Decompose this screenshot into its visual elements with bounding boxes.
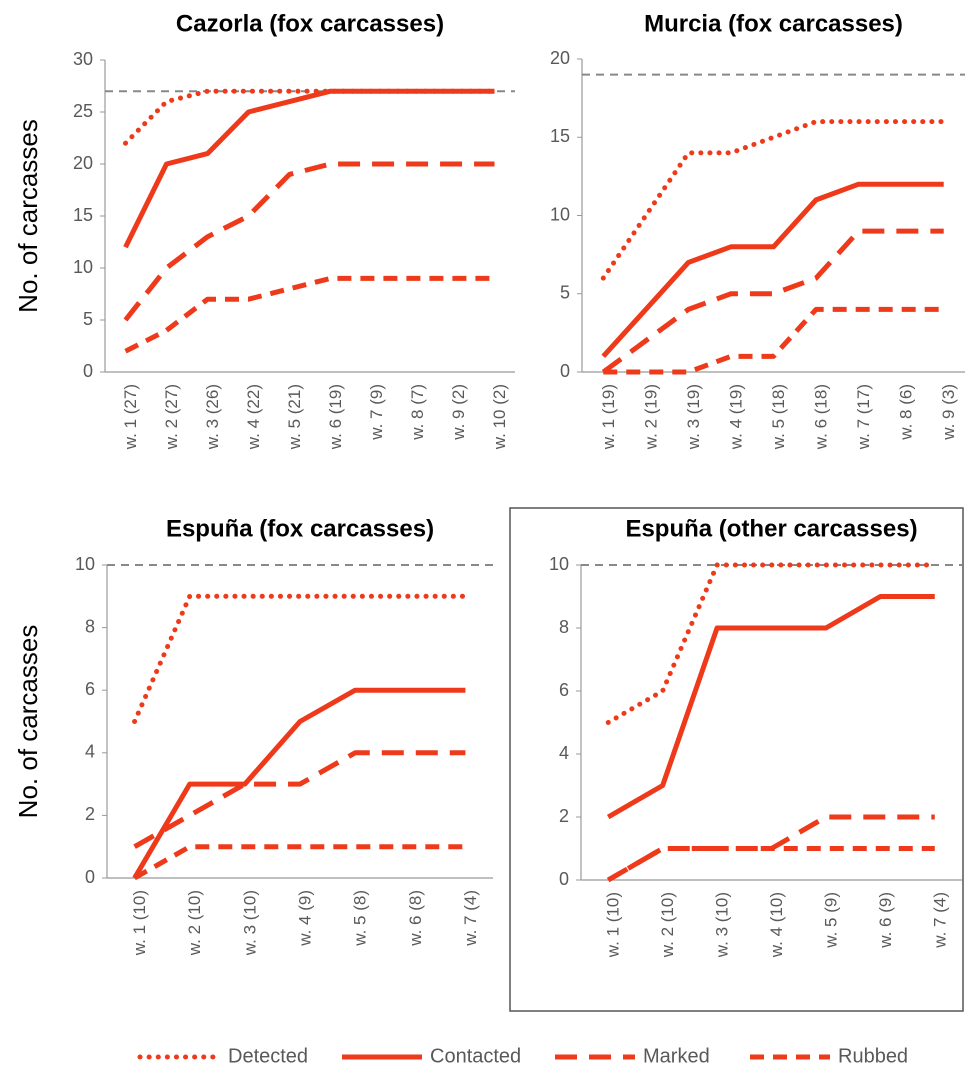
x-tick-label: w. 9 (3) [939,384,958,441]
series-line [606,846,935,883]
x-tick-label: w. 3 (10) [713,892,732,958]
x-tick-label: w. 5 (21) [285,384,304,450]
x-tick-label: w. 8 (6) [897,384,916,441]
x-tick-label: w. 6 (18) [812,384,831,450]
y-tick-label: 8 [85,616,95,636]
legend-label: Detected [228,1045,308,1067]
chart-title: Murcia (fox carcasses) [644,10,903,37]
series-line [124,275,495,354]
x-tick-label: w. 9 (2) [449,384,468,441]
x-tick-label: w. 7 (4) [461,890,480,947]
series-line [601,181,944,359]
x-tick-label: w. 1 (10) [604,892,623,958]
x-tick-label: w. 7 (9) [367,384,386,441]
y-tick-label: 0 [85,867,95,887]
x-tick-label: w. 1 (19) [599,384,618,450]
y-tick-label: 4 [85,742,95,762]
y-tick-label: 2 [559,806,569,826]
y-tick-label: 0 [83,361,93,381]
y-axis-label: No. of carcasses [13,625,43,819]
y-axis-label: No. of carcasses [13,119,43,313]
series-line [606,594,935,820]
x-tick-label: w. 7 (17) [854,384,873,450]
y-tick-label: 6 [559,680,569,700]
series-line [123,161,495,322]
series-line [601,228,944,375]
y-tick-label: 5 [83,309,93,329]
y-tick-label: 30 [73,49,93,69]
x-tick-label: w. 6 (9) [876,892,895,949]
y-tick-label: 5 [560,283,570,303]
series-line [603,306,944,375]
x-tick-label: w. 4 (9) [295,890,314,947]
x-tick-label: w. 4 (10) [767,892,786,958]
x-tick-label: w. 7 (4) [930,892,949,949]
chart-title: Espuña (fox carcasses) [166,515,434,542]
x-tick-label: w. 4 (22) [244,384,263,450]
x-tick-label: w. 3 (10) [240,890,259,956]
y-tick-label: 4 [559,743,569,763]
y-tick-label: 2 [85,804,95,824]
series-line [132,687,466,880]
legend-label: Contacted [430,1045,521,1067]
y-tick-label: 8 [559,617,569,637]
y-tick-label: 25 [73,101,93,121]
x-tick-label: w. 3 (26) [203,384,222,450]
x-tick-label: w. 5 (18) [769,384,788,450]
y-tick-label: 20 [550,48,570,68]
y-tick-label: 15 [550,126,570,146]
series-line [123,88,497,146]
y-tick-label: 20 [73,153,93,173]
x-tick-label: w. 2 (27) [162,384,181,450]
x-tick-label: w. 4 (19) [726,384,745,450]
panel-border [509,507,964,1012]
x-tick-label: w. 6 (19) [326,384,345,450]
series-line [600,119,947,281]
y-tick-label: 0 [560,361,570,381]
y-tick-label: 10 [550,204,570,224]
legend-label: Marked [643,1045,710,1067]
series-line [123,88,495,249]
x-tick-label: w. 1 (27) [121,384,140,450]
x-tick-label: w. 2 (10) [185,890,204,956]
series-line [132,593,468,724]
series-line [133,750,466,849]
y-tick-label: 10 [75,554,95,574]
x-tick-label: w. 2 (19) [641,384,660,450]
y-tick-label: 10 [549,554,569,574]
x-tick-label: w. 3 (19) [684,384,703,450]
chart-title: Cazorla (fox carcasses) [176,10,444,37]
series-line [133,844,466,881]
y-tick-label: 6 [85,679,95,699]
y-tick-label: 10 [73,257,93,277]
x-tick-label: w. 5 (9) [821,892,840,949]
x-tick-label: w. 1 (10) [130,890,149,956]
x-tick-label: w. 2 (10) [658,892,677,958]
x-tick-label: w. 5 (8) [351,890,370,947]
chart-title: Espuña (other carcasses) [625,515,917,542]
x-tick-label: w. 6 (8) [406,890,425,947]
y-tick-label: 15 [73,205,93,225]
x-tick-label: w. 8 (7) [408,384,427,441]
legend-label: Rubbed [838,1045,908,1067]
series-line [605,562,938,725]
x-tick-label: w. 10 (2) [490,384,509,450]
y-tick-label: 0 [559,869,569,889]
